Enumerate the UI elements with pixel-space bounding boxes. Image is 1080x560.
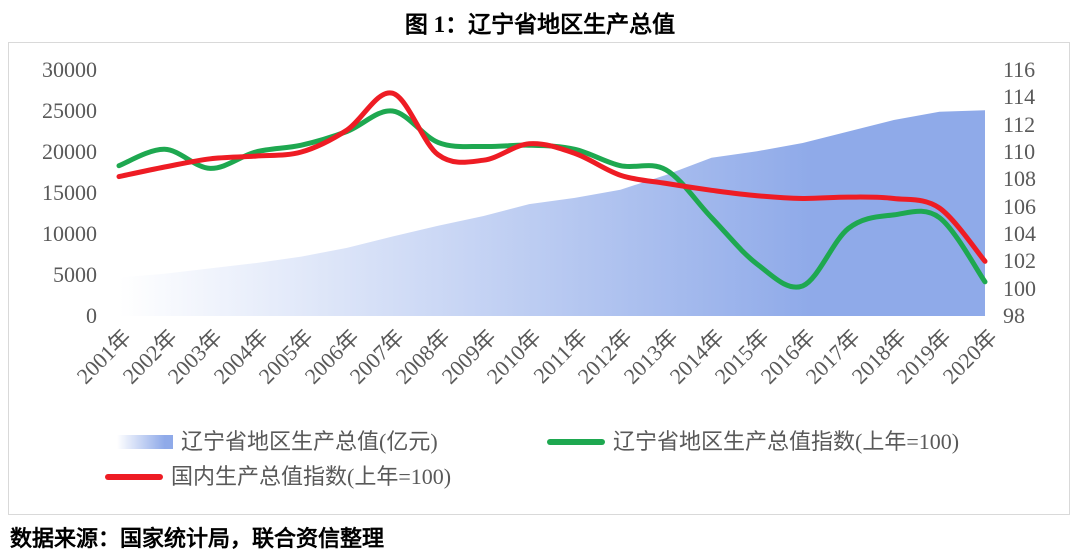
right-axis-tick-label: 98	[1003, 303, 1025, 328]
source-note: 数据来源：国家统计局，联合资信整理	[10, 526, 385, 551]
right-axis-tick-label: 110	[1003, 139, 1036, 164]
green-line-swatch	[547, 439, 605, 445]
left-axis-tick-label: 20000	[42, 139, 97, 164]
right-axis-tick-label: 100	[1003, 276, 1036, 301]
right-axis-tick-label: 106	[1003, 194, 1036, 219]
national-gdp-index-line-series	[116, 90, 988, 264]
left-axis-tick-label: 30000	[42, 57, 97, 82]
right-axis-tick-label: 114	[1003, 84, 1036, 109]
area-gradient-swatch	[117, 435, 173, 449]
right-axis-tick-label: 108	[1003, 166, 1036, 191]
chart-plot	[116, 90, 988, 316]
left-axis-tick-label: 25000	[42, 98, 97, 123]
legend-item-liaoning-index: 辽宁省地区生产总值指数(上年=100)	[547, 429, 959, 455]
gdp-area-series	[119, 110, 985, 316]
right-axis-tick-label: 102	[1003, 248, 1036, 273]
left-axis-tick-label: 5000	[53, 262, 97, 287]
legend-label-liaoning-index: 辽宁省地区生产总值指数(上年=100)	[613, 429, 960, 454]
left-axis-tick-label: 10000	[42, 221, 97, 246]
red-line-swatch	[105, 474, 163, 480]
legend-label-gdp-area: 辽宁省地区生产总值(亿元)	[181, 429, 438, 454]
legend-item-national-index: 国内生产总值指数(上年=100)	[105, 464, 451, 490]
right-axis-tick-label: 112	[1003, 112, 1036, 137]
right-axis-tick-label: 116	[1003, 57, 1036, 82]
chart-frame: 0 5000 10000 15000 20000 25000 30000 98 100 102 1…	[8, 42, 1070, 515]
legend-item-gdp-area: 辽宁省地区生产总值(亿元)	[117, 429, 438, 455]
left-axis-tick-label: 0	[86, 303, 97, 328]
legend-label-national-index: 国内生产总值指数(上年=100)	[171, 464, 452, 489]
figure-title: 图 1：辽宁省地区生产总值	[404, 12, 676, 37]
right-axis-tick-label: 104	[1003, 221, 1036, 246]
left-axis-tick-label: 15000	[42, 180, 97, 205]
